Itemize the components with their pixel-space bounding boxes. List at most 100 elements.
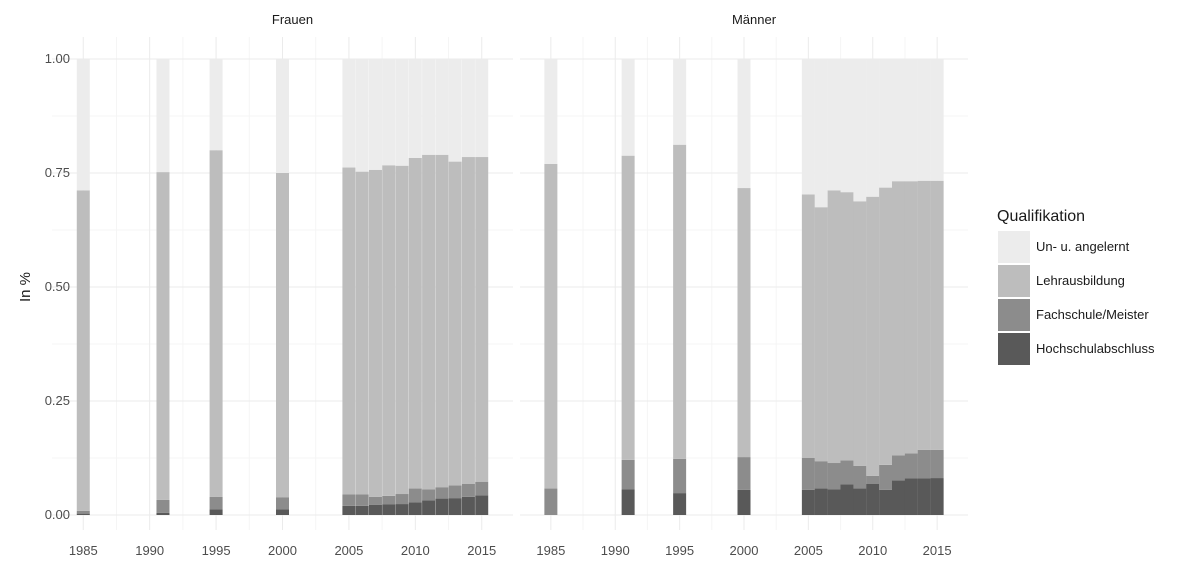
bar-segment-lehrausbildung-2007 [827,190,841,464]
bar-segment-hochschulabschluss-2007 [827,489,841,515]
bar-segment-hochschulabschluss-2006 [355,505,369,515]
bar-segment-hochschulabschluss-2012 [435,498,449,515]
bar-segment-un-u-angelernt-2013 [448,59,462,162]
bar-segment-lehrausbildung-1991 [156,172,170,500]
x-tick-label: 2000 [730,543,759,558]
bar-segment-lehrausbildung-1995 [209,150,223,497]
x-tick-label: 2015 [467,543,496,558]
bar-segment-fachschule-meister-2011 [422,489,436,501]
y-axis: 0.00 0.25 0.50 0.75 1.00 [45,51,70,522]
bar-segment-fachschule-meister-2007 [368,496,382,505]
panel-männer: Männer 1985 1990 1995 2000 2005 2010 2015 [520,12,968,558]
bar-segment-un-u-angelernt-2008 [840,59,854,193]
bar-segment-fachschule-meister-2010 [408,488,422,503]
bar-segment-un-u-angelernt-2015 [475,59,489,158]
bar-segment-lehrausbildung-2008 [840,192,854,461]
bar-segment-fachschule-meister-2014 [917,449,931,479]
bar-segment-fachschule-meister-2000 [276,497,289,510]
bar-segment-lehrausbildung-2006 [355,171,369,495]
bar-segment-un-u-angelernt-2005 [342,59,356,168]
legend-items: Un- u. angelernt Lehrausbildung Fachschule… [998,231,1155,365]
bar-segment-un-u-angelernt-2011 [422,59,436,155]
bar-segment-fachschule-meister-1991 [621,459,635,490]
bar-segment-lehrausbildung-2000 [276,173,289,498]
bar-segment-hochschulabschluss-2010 [866,483,880,515]
bar-segment-hochschulabschluss-2015 [930,478,944,515]
y-tick-label: 0.75 [45,165,70,180]
legend-swatch [998,299,1030,331]
bar-segment-lehrausbildung-2000 [737,188,751,458]
y-tick-label: 0.25 [45,393,70,408]
bar-segment-lehrausbildung-2013 [448,161,462,486]
bar-segment-hochschulabschluss-1995 [673,493,687,515]
x-tick-label: 1985 [536,543,565,558]
bar-segment-fachschule-meister-2010 [866,475,880,484]
bar-segment-hochschulabschluss-2010 [408,502,422,515]
x-tick-label: 1995 [665,543,694,558]
bar-segment-un-u-angelernt-2014 [917,59,931,181]
bar-segment-un-u-angelernt-2011 [879,59,893,188]
bar-segment-hochschulabschluss-2014 [917,478,931,515]
bar-segment-un-u-angelernt-2010 [866,59,880,197]
bar-segment-hochschulabschluss-2014 [461,496,475,515]
x-tick-label: 2000 [268,543,297,558]
y-axis-title: In % [17,272,34,302]
bar-segment-fachschule-meister-2013 [904,453,918,479]
bar-segment-lehrausbildung-2015 [475,157,489,482]
bar-segment-hochschulabschluss-2009 [395,504,409,515]
bar-segment-un-u-angelernt-2009 [853,59,867,202]
bar-segment-lehrausbildung-2012 [892,181,905,456]
bar-segment-lehrausbildung-1985 [544,163,558,489]
bar-segment-fachschule-meister-1985 [76,510,90,514]
x-tick-label: 1990 [135,543,164,558]
bar-segment-lehrausbildung-2008 [382,165,396,496]
legend-label: Un- u. angelernt [1036,239,1130,254]
bar-segment-un-u-angelernt-1995 [209,59,223,151]
bar-segment-un-u-angelernt-1991 [621,59,635,156]
bar-segment-lehrausbildung-2014 [461,157,475,484]
bar-segment-un-u-angelernt-1995 [673,59,687,145]
bar-segment-hochschulabschluss-2005 [801,489,815,515]
bar-segment-hochschulabschluss-2007 [368,504,382,515]
bar-segment-hochschulabschluss-2008 [382,504,396,515]
bar-segment-lehrausbildung-2014 [917,180,931,450]
x-tick-label: 2010 [401,543,430,558]
bar-segment-hochschulabschluss-2015 [475,495,489,515]
bar-segment-lehrausbildung-2015 [930,180,944,450]
y-tick-label: 0.00 [45,507,70,522]
legend-label: Fachschule/Meister [1036,307,1149,322]
bar-segment-fachschule-meister-2015 [930,449,944,479]
bar-segment-un-u-angelernt-2000 [737,59,751,189]
bar-segment-hochschulabschluss-2008 [840,484,854,515]
bar-segment-un-u-angelernt-2000 [276,59,289,173]
bar-segment-un-u-angelernt-2006 [814,59,828,208]
legend-swatch [998,265,1030,297]
legend-swatch [998,333,1030,365]
bar-segment-fachschule-meister-2006 [814,461,828,489]
bar-segment-fachschule-meister-2009 [853,465,867,489]
bar-segment-fachschule-meister-2006 [355,494,369,506]
panel-frauen: Frauen 1985 1990 1995 2000 2005 2010 2015 [52,12,513,558]
legend-label: Lehrausbildung [1036,273,1125,288]
bar-segment-hochschulabschluss-2012 [892,480,905,515]
bar-segment-hochschulabschluss-2006 [814,488,828,515]
x-tick-label: 2005 [794,543,823,558]
legend: Qualifikation Un- u. angelernt Lehrausbil… [997,208,1155,365]
bar-segment-lehrausbildung-2005 [342,167,356,495]
bar-segment-un-u-angelernt-2006 [355,59,369,172]
bar-segment-lehrausbildung-2009 [395,165,409,495]
bar-segment-fachschule-meister-2013 [448,485,462,499]
bar-segment-lehrausbildung-2012 [435,154,449,488]
x-tick-label: 1985 [69,543,98,558]
bar-segment-fachschule-meister-2008 [840,460,854,485]
bar-segment-un-u-angelernt-2014 [461,59,475,158]
bar-segment-fachschule-meister-1991 [156,499,170,513]
bar-segment-lehrausbildung-2013 [904,181,918,454]
bar-segment-hochschulabschluss-2011 [879,489,893,515]
bar-segment-fachschule-meister-2005 [342,494,356,506]
bar-segment-fachschule-meister-2011 [879,464,893,490]
bar-segment-fachschule-meister-2008 [382,495,396,505]
bar-segment-lehrausbildung-2009 [853,201,867,466]
bar-segment-un-u-angelernt-1985 [544,59,558,164]
